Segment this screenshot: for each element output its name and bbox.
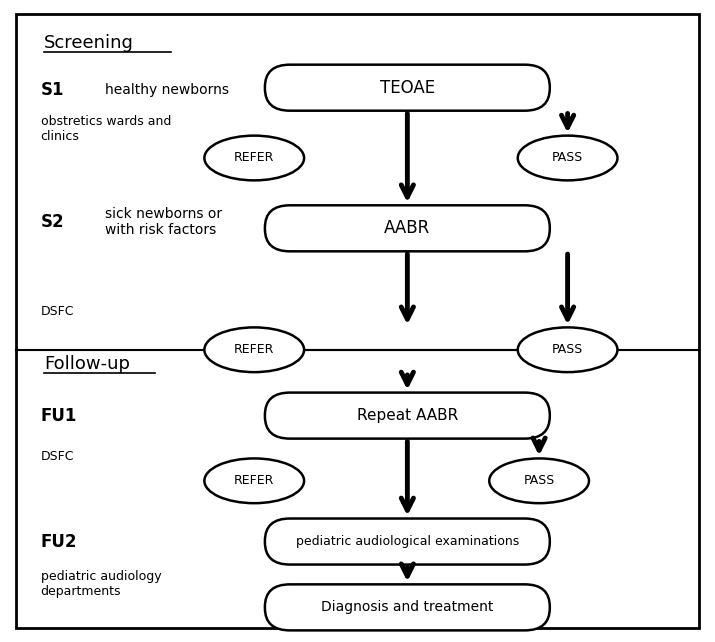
FancyBboxPatch shape	[16, 14, 699, 628]
FancyBboxPatch shape	[265, 65, 550, 110]
Text: pediatric audiological examinations: pediatric audiological examinations	[296, 535, 519, 548]
Text: healthy newborns: healthy newborns	[104, 83, 229, 96]
Text: Screening: Screening	[44, 34, 134, 52]
Text: TEOAE: TEOAE	[380, 79, 435, 97]
FancyBboxPatch shape	[265, 519, 550, 564]
Text: DSFC: DSFC	[41, 305, 74, 318]
Text: REFER: REFER	[234, 152, 275, 164]
Text: pediatric audiology
departments: pediatric audiology departments	[41, 570, 161, 598]
FancyBboxPatch shape	[265, 393, 550, 438]
Text: AABR: AABR	[384, 220, 430, 238]
Text: sick newborns or
with risk factors: sick newborns or with risk factors	[104, 207, 222, 237]
Text: REFER: REFER	[234, 474, 275, 487]
Text: DSFC: DSFC	[41, 450, 74, 463]
Text: PASS: PASS	[523, 474, 555, 487]
Text: obstretics wards and
clinics: obstretics wards and clinics	[41, 115, 171, 143]
FancyBboxPatch shape	[265, 584, 550, 630]
FancyBboxPatch shape	[265, 205, 550, 251]
Text: Follow-up: Follow-up	[44, 356, 130, 374]
Ellipse shape	[518, 135, 618, 180]
Ellipse shape	[204, 458, 304, 503]
Text: REFER: REFER	[234, 343, 275, 356]
Text: S2: S2	[41, 213, 64, 231]
Text: Repeat AABR: Repeat AABR	[357, 408, 458, 423]
Ellipse shape	[204, 135, 304, 180]
Text: FU1: FU1	[41, 406, 77, 424]
Ellipse shape	[489, 458, 589, 503]
Ellipse shape	[204, 327, 304, 372]
Text: PASS: PASS	[552, 152, 583, 164]
Text: FU2: FU2	[41, 532, 77, 551]
Text: Diagnosis and treatment: Diagnosis and treatment	[321, 600, 493, 614]
Text: S1: S1	[41, 81, 64, 99]
Ellipse shape	[518, 327, 618, 372]
Text: PASS: PASS	[552, 343, 583, 356]
